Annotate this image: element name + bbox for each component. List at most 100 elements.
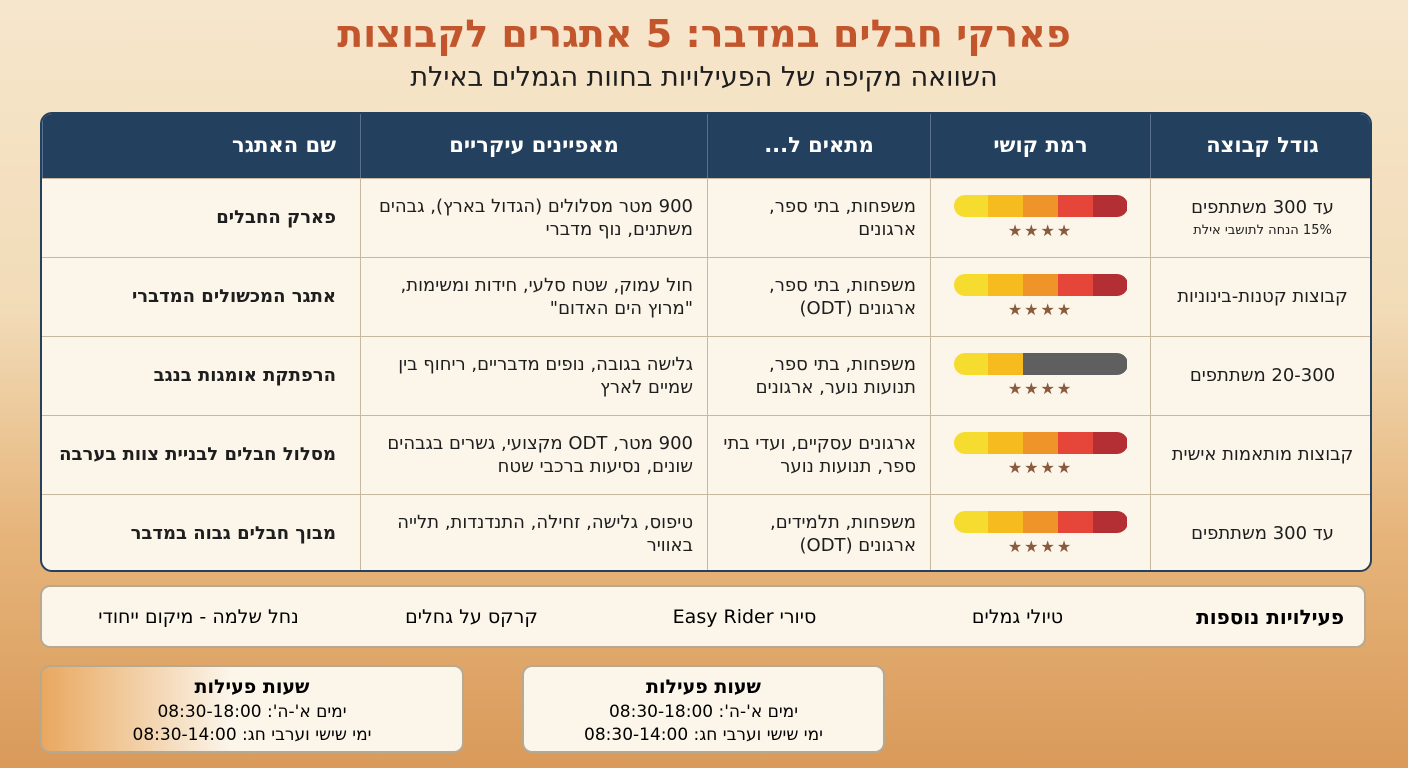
difficulty-segment bbox=[988, 194, 1024, 217]
difficulty-segment bbox=[1023, 194, 1058, 217]
hours-box: שעות פעילות ימים א'-ה': 08:30-18:00 ימי שי… bbox=[522, 665, 885, 753]
star: ★ bbox=[1007, 536, 1025, 556]
hours-title: שעות פעילות bbox=[646, 676, 761, 698]
group-size: 20-300 משתתפים bbox=[1189, 365, 1336, 387]
star: ★ bbox=[1056, 299, 1074, 319]
features: חול עמוק, שטח סלעי, חידות ומשימות, "מרוץ… bbox=[360, 258, 707, 336]
table-row: קבוצות מותאמות אישית ★★★★ ארגונים עסקיים, … bbox=[42, 415, 1370, 494]
difficulty-segment bbox=[1023, 431, 1058, 454]
group-size-cell: 20-300 משתתפים bbox=[1150, 337, 1370, 415]
challenge-name: הרפתקת אומגות בנגב bbox=[153, 365, 336, 387]
group-size: קבוצות קטנות-בינוניות bbox=[1177, 286, 1348, 308]
difficulty-segment bbox=[988, 352, 1024, 375]
challenge-name: אתגר המכשולים המדברי bbox=[131, 286, 336, 308]
star-rating: ★★★★ bbox=[1008, 458, 1073, 479]
extras-title: פעילויות נוספות bbox=[1196, 604, 1344, 629]
difficulty-segment bbox=[953, 194, 989, 217]
column-header: רמת קושי bbox=[930, 114, 1150, 178]
star: ★ bbox=[1056, 536, 1074, 556]
star: ★ bbox=[1040, 299, 1057, 319]
group-size: עד 300 משתתפים bbox=[1191, 196, 1334, 218]
group-size-cell: עד 300 משתתפים bbox=[1150, 495, 1370, 570]
difficulty-segment bbox=[1057, 431, 1093, 454]
column-header: שם האתגר bbox=[42, 114, 360, 178]
challenge-name: פארק החבלים bbox=[216, 207, 336, 229]
difficulty-segment bbox=[1057, 352, 1093, 375]
difficulty-segment bbox=[953, 510, 989, 533]
star: ★ bbox=[1024, 457, 1041, 477]
group-size: עד 300 משתתפים bbox=[1191, 523, 1334, 545]
difficulty-cell: ★★★★ bbox=[930, 258, 1150, 336]
difficulty-segment bbox=[1092, 510, 1128, 533]
extra-activity: סיורי Easy Rider bbox=[672, 605, 817, 628]
group-size-cell: קבוצות קטנות-בינוניות bbox=[1150, 258, 1370, 336]
column-header: מאפיינים עיקריים bbox=[360, 114, 707, 178]
difficulty-cell: ★★★★ bbox=[930, 337, 1150, 415]
star: ★ bbox=[1056, 378, 1074, 398]
star: ★ bbox=[1056, 220, 1074, 240]
suitable-for: משפחות, בתי ספר, ארגונים (ODT) bbox=[707, 258, 930, 336]
difficulty-bar bbox=[953, 510, 1128, 533]
features: 900 מטר, ODT מקצועי, גשרים בגבהים שונים,… bbox=[360, 416, 707, 494]
extra-activity: קרקס על גחלים bbox=[405, 605, 538, 628]
group-size: קבוצות מותאמות אישית bbox=[1171, 444, 1354, 466]
difficulty-segment bbox=[1057, 510, 1093, 533]
star: ★ bbox=[1007, 457, 1025, 477]
discount-note: 15% הנחה לתושבי אילת bbox=[1193, 223, 1332, 239]
star-rating: ★★★★ bbox=[1008, 537, 1073, 558]
hours-title: שעות פעילות bbox=[194, 676, 310, 698]
title: פארקי חבלים במדבר: 5 אתגרים לקבוצות bbox=[337, 12, 1071, 56]
difficulty-segment bbox=[1023, 510, 1058, 533]
star: ★ bbox=[1040, 378, 1057, 398]
features: גלישה בגובה, נופים מדבריים, ריחוף בין שמ… bbox=[360, 337, 707, 415]
star: ★ bbox=[1040, 536, 1057, 556]
difficulty-segment bbox=[1057, 194, 1093, 217]
difficulty-segment bbox=[1092, 194, 1128, 217]
suitable-for: משפחות, בתי ספר, ארגונים bbox=[707, 179, 930, 257]
star-rating: ★★★★ bbox=[1008, 221, 1073, 242]
extra-activity: טיולי גמלים bbox=[971, 605, 1064, 628]
table-row: עד 300 משתתפים ★★★★ משפחות, תלמידים, ארגונ… bbox=[42, 494, 1370, 570]
difficulty-cell: ★★★★ bbox=[930, 416, 1150, 494]
hours-weekdays: ימים א'-ה': 08:30-18:00 bbox=[608, 701, 799, 722]
star: ★ bbox=[1040, 457, 1057, 477]
difficulty-segment bbox=[988, 273, 1024, 296]
column-header: מתאים ל... bbox=[707, 114, 930, 178]
subtitle: השוואה מקיפה של הפעילויות בחוות הגמלים ב… bbox=[410, 62, 998, 93]
star-rating: ★★★★ bbox=[1008, 300, 1073, 321]
hours-weekdays: ימים א'-ה': 08:30-18:00 bbox=[157, 701, 347, 722]
header-row: גודל קבוצה רמת קושי מתאים ל... מאפיינים עיק… bbox=[42, 114, 1370, 178]
group-size-cell: קבוצות מותאמות אישית bbox=[1150, 416, 1370, 494]
comparison-table: גודל קבוצה רמת קושי מתאים ל... מאפיינים עיק… bbox=[40, 112, 1372, 572]
table-row: 20-300 משתתפים ★★★★ משפחות, בתי ספר, תנועו… bbox=[42, 336, 1370, 415]
star: ★ bbox=[1056, 457, 1074, 477]
features: טיפוס, גלישה, זחילה, התנדנדות, תלייה באו… bbox=[360, 495, 707, 570]
suitable-for: משפחות, בתי ספר, תנועות נוער, ארגונים bbox=[707, 337, 930, 415]
star: ★ bbox=[1040, 220, 1057, 240]
difficulty-segment bbox=[988, 510, 1024, 533]
star: ★ bbox=[1024, 299, 1041, 319]
group-size-cell: עד 300 משתתפים 15% הנחה לתושבי אילת bbox=[1150, 179, 1370, 257]
difficulty-bar bbox=[953, 431, 1128, 454]
star: ★ bbox=[1007, 378, 1025, 398]
star: ★ bbox=[1024, 220, 1041, 240]
difficulty-segment bbox=[953, 273, 989, 296]
difficulty-bar bbox=[953, 273, 1128, 296]
difficulty-segment bbox=[1092, 431, 1128, 454]
hours-friday: ימי שישי וערבי חג: 08:30-14:00 bbox=[132, 724, 372, 745]
hours-box: שעות פעילות ימים א'-ה': 08:30-18:00 ימי שי… bbox=[40, 665, 464, 753]
difficulty-bar bbox=[953, 352, 1128, 375]
difficulty-cell: ★★★★ bbox=[930, 495, 1150, 570]
difficulty-segment bbox=[1023, 273, 1058, 296]
difficulty-bar bbox=[953, 194, 1128, 217]
features: 900 מטר מסלולים (הגדול בארץ), גבהים משתנ… bbox=[360, 179, 707, 257]
difficulty-segment bbox=[1092, 273, 1128, 296]
table-row: עד 300 משתתפים 15% הנחה לתושבי אילת ★★★★ מש… bbox=[42, 178, 1370, 257]
hours-friday: ימי שישי וערבי חג: 08:30-14:00 bbox=[584, 724, 823, 745]
extras-bar: פעילויות נוספות טיולי גמלים סיורי Easy Ri… bbox=[40, 585, 1366, 648]
extra-activity: נחל שלמה - מיקום ייחודי bbox=[98, 605, 299, 628]
difficulty-cell: ★★★★ bbox=[930, 179, 1150, 257]
challenge-name: מסלול חבלים לבניית צוות בערבה bbox=[59, 444, 336, 466]
